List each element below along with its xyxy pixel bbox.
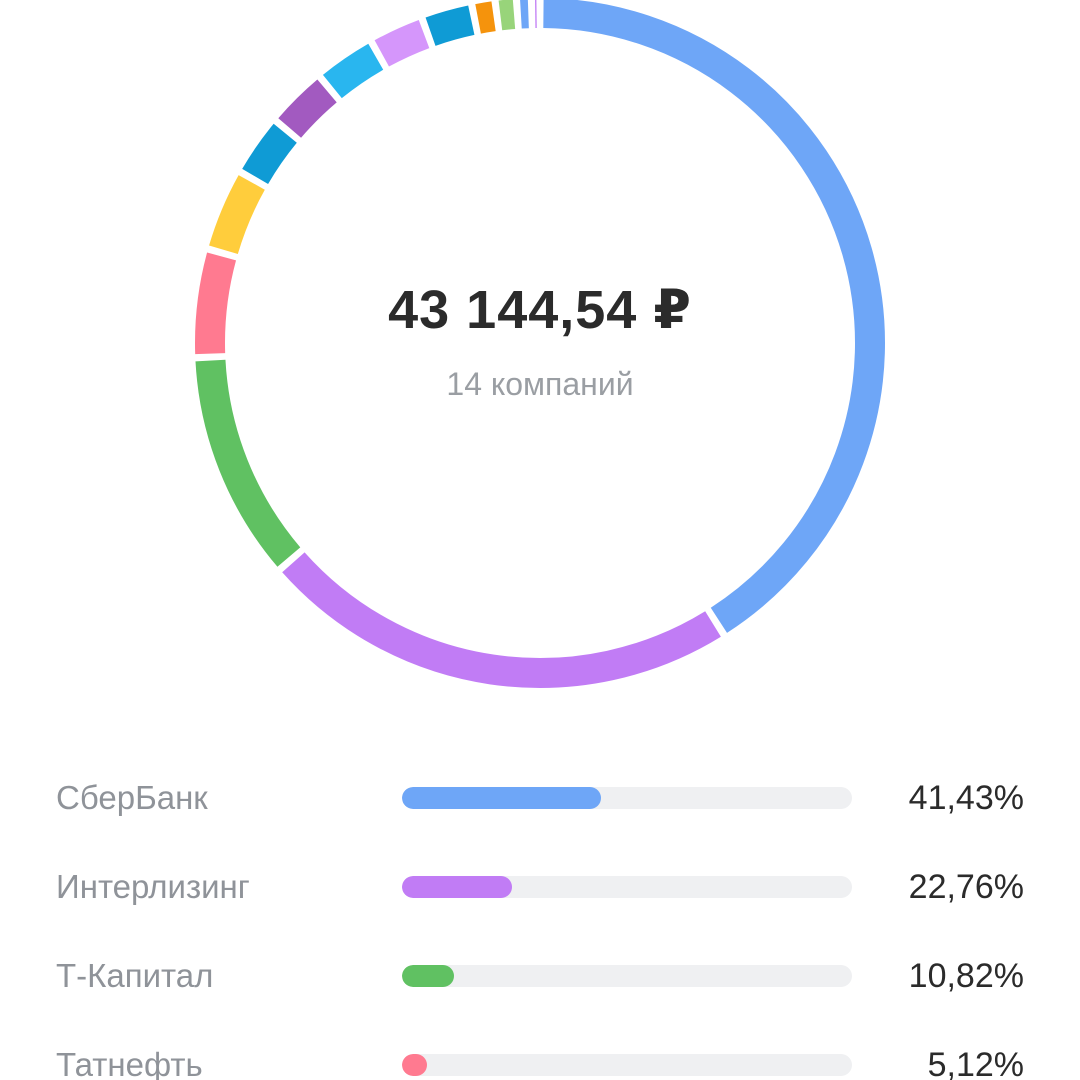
legend-bar-track (402, 787, 852, 809)
donut-slice[interactable] (425, 5, 475, 46)
legend-bar-fill (402, 787, 601, 809)
legend-percent: 5,12% (927, 1046, 1024, 1080)
company-count: 14 компаний (446, 366, 634, 402)
donut-slice[interactable] (543, 0, 885, 633)
donut-slice[interactable] (242, 123, 297, 185)
legend-company-name: Татнефть (56, 1046, 203, 1080)
donut-slice[interactable] (195, 252, 237, 355)
legend-row[interactable]: СберБанк 41,43% (0, 752, 1080, 841)
legend-percent: 22,76% (908, 868, 1024, 906)
legend-bar-fill (402, 965, 454, 987)
donut-slice[interactable] (475, 1, 496, 34)
legend-percent: 10,82% (908, 957, 1024, 995)
legend-bar-track (402, 965, 852, 987)
legend-company-name: Т-Капитал (56, 957, 214, 994)
donut-slice[interactable] (374, 20, 430, 67)
legend-company-name: Интерлизинг (56, 868, 250, 905)
donut-slice[interactable] (209, 175, 265, 255)
legend-row[interactable]: Интерлизинг 22,76% (0, 841, 1080, 930)
legend-bar-fill (402, 876, 512, 898)
donut-slice[interactable] (498, 0, 516, 31)
legend-percent: 41,43% (908, 779, 1024, 817)
legend-company-name: СберБанк (56, 779, 208, 816)
portfolio-total: 43 144,54 ₽ (388, 280, 692, 340)
legend-bar-track (402, 1054, 852, 1076)
donut-slice[interactable] (195, 359, 301, 567)
donut-slice[interactable] (282, 552, 721, 688)
legend-row[interactable]: Т-Капитал 10,82% (0, 930, 1080, 1019)
company-legend: СберБанк 41,43% Интерлизинг 22,76% Т-Капитал… (0, 752, 1080, 1080)
donut-slice[interactable] (322, 43, 384, 99)
legend-row[interactable]: Татнефть 5,12% (0, 1019, 1080, 1080)
donut-center: 43 144,54 ₽ 14 компаний (340, 270, 740, 406)
legend-bar-fill (402, 1054, 427, 1076)
portfolio-donut-chart (195, 0, 885, 688)
legend-bar-track (402, 876, 852, 898)
donut-slice[interactable] (278, 79, 337, 138)
